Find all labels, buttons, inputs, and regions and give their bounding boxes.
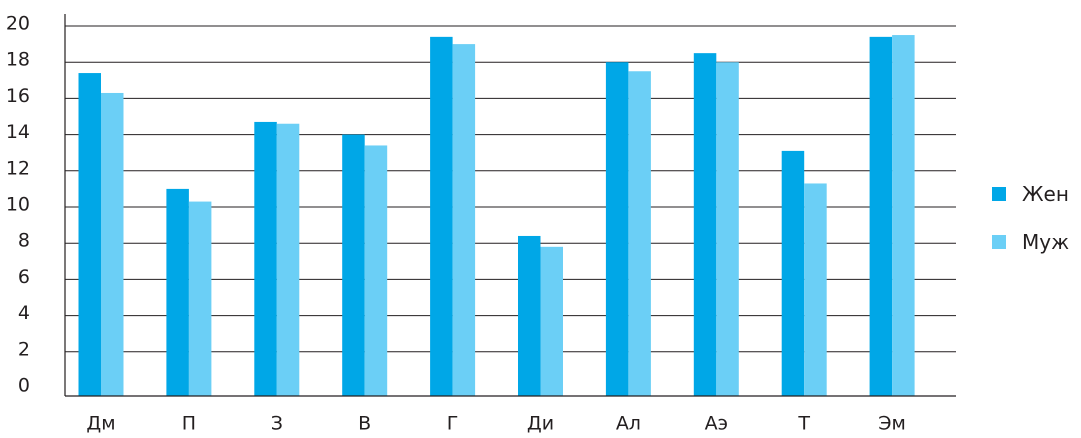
- bar-women-1: [166, 188, 189, 396]
- y-tick-label: 18: [6, 49, 30, 71]
- bar-men-8: [804, 183, 827, 396]
- axes: [64, 14, 956, 397]
- legend-swatch-women: [992, 187, 1006, 201]
- x-tick-label: Аэ: [705, 413, 728, 435]
- bar-men-7: [716, 62, 739, 396]
- y-tick-label: 6: [18, 266, 30, 288]
- x-tick-label: Эм: [878, 413, 906, 435]
- x-tick-label: З: [271, 413, 283, 435]
- bar-women-6: [605, 62, 629, 396]
- bar-women-3: [342, 134, 365, 396]
- bars: [78, 35, 915, 397]
- y-tick-label: 10: [6, 194, 30, 216]
- bar-men-3: [364, 145, 388, 396]
- y-tick-label: 20: [6, 13, 30, 35]
- legend-item-women: Жен: [992, 182, 1069, 206]
- legend: Жен Муж: [992, 182, 1070, 279]
- legend-swatch-men: [992, 235, 1006, 249]
- bar-men-6: [628, 71, 651, 396]
- gridlines: [65, 25, 956, 353]
- x-tick-label: Т: [797, 413, 810, 435]
- y-tick-label: 16: [6, 85, 30, 107]
- bar-women-8: [781, 150, 805, 396]
- y-tick-label: 0: [18, 375, 30, 397]
- legend-item-men: Муж: [992, 230, 1070, 254]
- y-tick-label: 8: [18, 230, 30, 252]
- bar-women-2: [254, 121, 277, 397]
- y-tick-label: 12: [6, 157, 30, 179]
- y-tick-label: 4: [18, 302, 30, 324]
- bar-men-1: [188, 201, 212, 396]
- bar-men-2: [276, 123, 300, 397]
- bar-men-5: [540, 246, 563, 396]
- x-tick-label: Дм: [86, 413, 115, 435]
- legend-label-women: Жен: [1022, 182, 1069, 206]
- bar-men-0: [101, 92, 124, 396]
- bar-women-9: [869, 36, 893, 397]
- x-tick-label: Ал: [616, 413, 641, 435]
- x-tick-label: Ди: [527, 413, 554, 435]
- x-tick-label: В: [358, 413, 371, 435]
- y-tick-labels: 0 2 4 6 8 10 12 14 16 18 20: [6, 13, 30, 397]
- bar-women-0: [78, 73, 101, 396]
- bar-men-9: [892, 35, 915, 397]
- bar-women-7: [693, 53, 717, 397]
- bar-women-5: [518, 235, 541, 396]
- x-tick-label: Г: [447, 413, 459, 435]
- bar-women-4: [430, 36, 453, 397]
- y-tick-label: 14: [6, 121, 30, 143]
- bar-men-4: [452, 44, 476, 396]
- x-tick-label: П: [182, 413, 196, 435]
- legend-label-men: Муж: [1022, 230, 1070, 254]
- y-tick-label: 2: [18, 338, 30, 360]
- x-tick-labels: Дм П З В Г Ди Ал Аэ Т Эм: [86, 413, 905, 435]
